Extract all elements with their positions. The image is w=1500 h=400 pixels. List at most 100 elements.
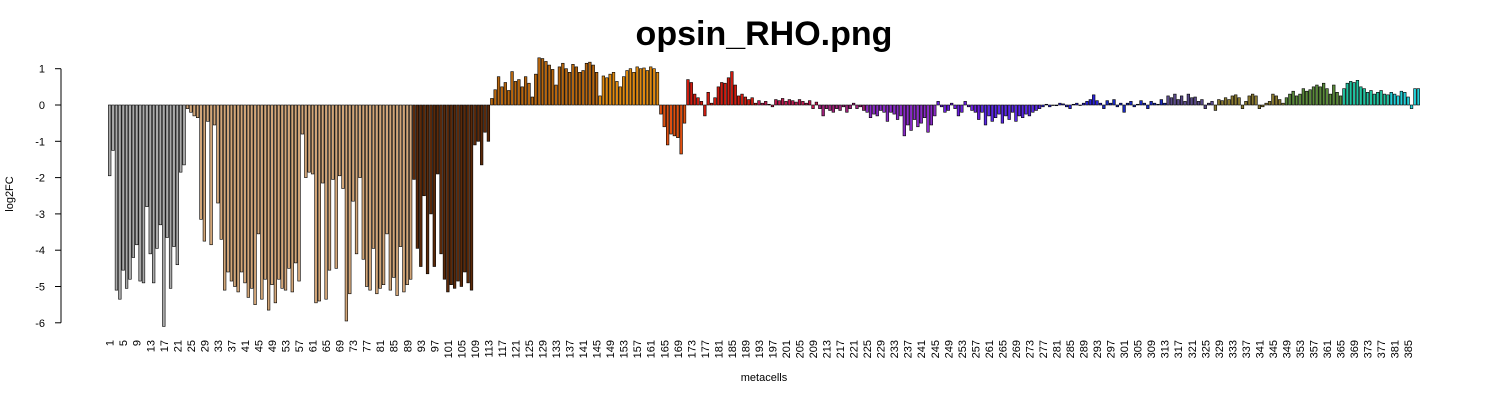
bar [1234, 94, 1238, 106]
bar [1068, 104, 1072, 109]
bar [1345, 82, 1349, 106]
x-tick-label: 193 [754, 340, 766, 358]
bar [1179, 95, 1184, 106]
bar [1054, 104, 1059, 107]
bar [970, 104, 974, 111]
chart-title: opsin_RHO.png [636, 15, 893, 53]
bar [1149, 101, 1153, 106]
x-tick-label: 185 [727, 340, 739, 358]
bar [882, 104, 886, 113]
bar [388, 104, 392, 291]
x-tick-label: 157 [632, 340, 644, 358]
bar [1365, 92, 1370, 106]
x-tick-label: 129 [538, 340, 550, 358]
x-tick-label: 377 [1376, 340, 1388, 358]
x-tick-label: 249 [943, 340, 955, 358]
x-tick-label: 345 [1268, 340, 1280, 358]
bar [449, 104, 453, 285]
bar [1308, 89, 1312, 106]
x-tick-label: 281 [1051, 340, 1063, 358]
bar [547, 64, 551, 106]
x-tick-label: 13 [145, 340, 157, 352]
bar [1278, 99, 1282, 106]
x-tick-label: 297 [1106, 340, 1118, 358]
bar [212, 104, 217, 126]
bar [1254, 95, 1258, 106]
bar [256, 104, 261, 235]
bar [297, 104, 301, 282]
bar [588, 61, 592, 106]
x-tick-label: 93 [416, 340, 428, 352]
bar [124, 104, 129, 289]
bar [662, 104, 666, 128]
bar [811, 104, 815, 109]
bar [1301, 88, 1305, 106]
bar [828, 104, 832, 111]
bar [895, 104, 900, 120]
bar [1092, 94, 1096, 106]
bar [338, 104, 342, 177]
bar [496, 76, 501, 106]
bar [233, 104, 237, 287]
y-tick-label: -6 [35, 318, 45, 330]
bar [875, 104, 879, 117]
bar [527, 82, 531, 106]
bar [689, 82, 693, 106]
x-tick-label: 313 [1160, 340, 1172, 358]
bar [503, 82, 507, 106]
bar [111, 104, 115, 151]
bar [442, 104, 447, 280]
bar [1237, 97, 1241, 106]
bar [1288, 93, 1292, 106]
x-tick-label: 309 [1146, 340, 1158, 358]
x-tick-label: 57 [294, 340, 306, 352]
bar [1281, 102, 1285, 106]
x-tick-label: 145 [592, 340, 604, 358]
bar [594, 72, 599, 106]
x-tick-label: 65 [321, 340, 333, 352]
bar [642, 67, 646, 106]
bar [1322, 82, 1326, 106]
bar [1389, 92, 1393, 106]
bar [402, 104, 406, 293]
bar [1163, 102, 1167, 106]
bar [304, 104, 308, 178]
bar [202, 104, 206, 242]
bar [733, 84, 737, 106]
x-tick-label: 173 [686, 340, 698, 358]
bar [354, 104, 359, 255]
bar [1257, 104, 1262, 109]
bar [199, 104, 203, 220]
x-tick-label: 77 [362, 340, 374, 352]
bar [348, 104, 352, 295]
bar [1355, 80, 1360, 106]
bar [868, 104, 873, 118]
bar [740, 93, 744, 106]
bar [368, 104, 372, 291]
bar [716, 86, 720, 106]
x-tick-label: 209 [808, 340, 820, 358]
bar [814, 101, 819, 106]
bar [392, 104, 396, 278]
bar [638, 68, 643, 106]
bar [1284, 97, 1289, 106]
bar [1196, 101, 1201, 106]
bar [1081, 102, 1086, 106]
bar [1298, 93, 1302, 106]
bar [963, 101, 967, 106]
bar [520, 86, 524, 106]
bar [1159, 99, 1163, 106]
bar [216, 104, 220, 204]
x-tick-label: 221 [849, 340, 861, 358]
bar [1071, 103, 1076, 106]
y-tick-label: -4 [35, 245, 45, 257]
bar [395, 104, 399, 296]
bar [1311, 86, 1316, 106]
bar [415, 104, 420, 249]
bar [561, 62, 565, 106]
bar [1382, 93, 1387, 106]
bar [206, 104, 210, 122]
bar [1338, 95, 1343, 106]
x-tick-label: 17 [159, 340, 171, 352]
